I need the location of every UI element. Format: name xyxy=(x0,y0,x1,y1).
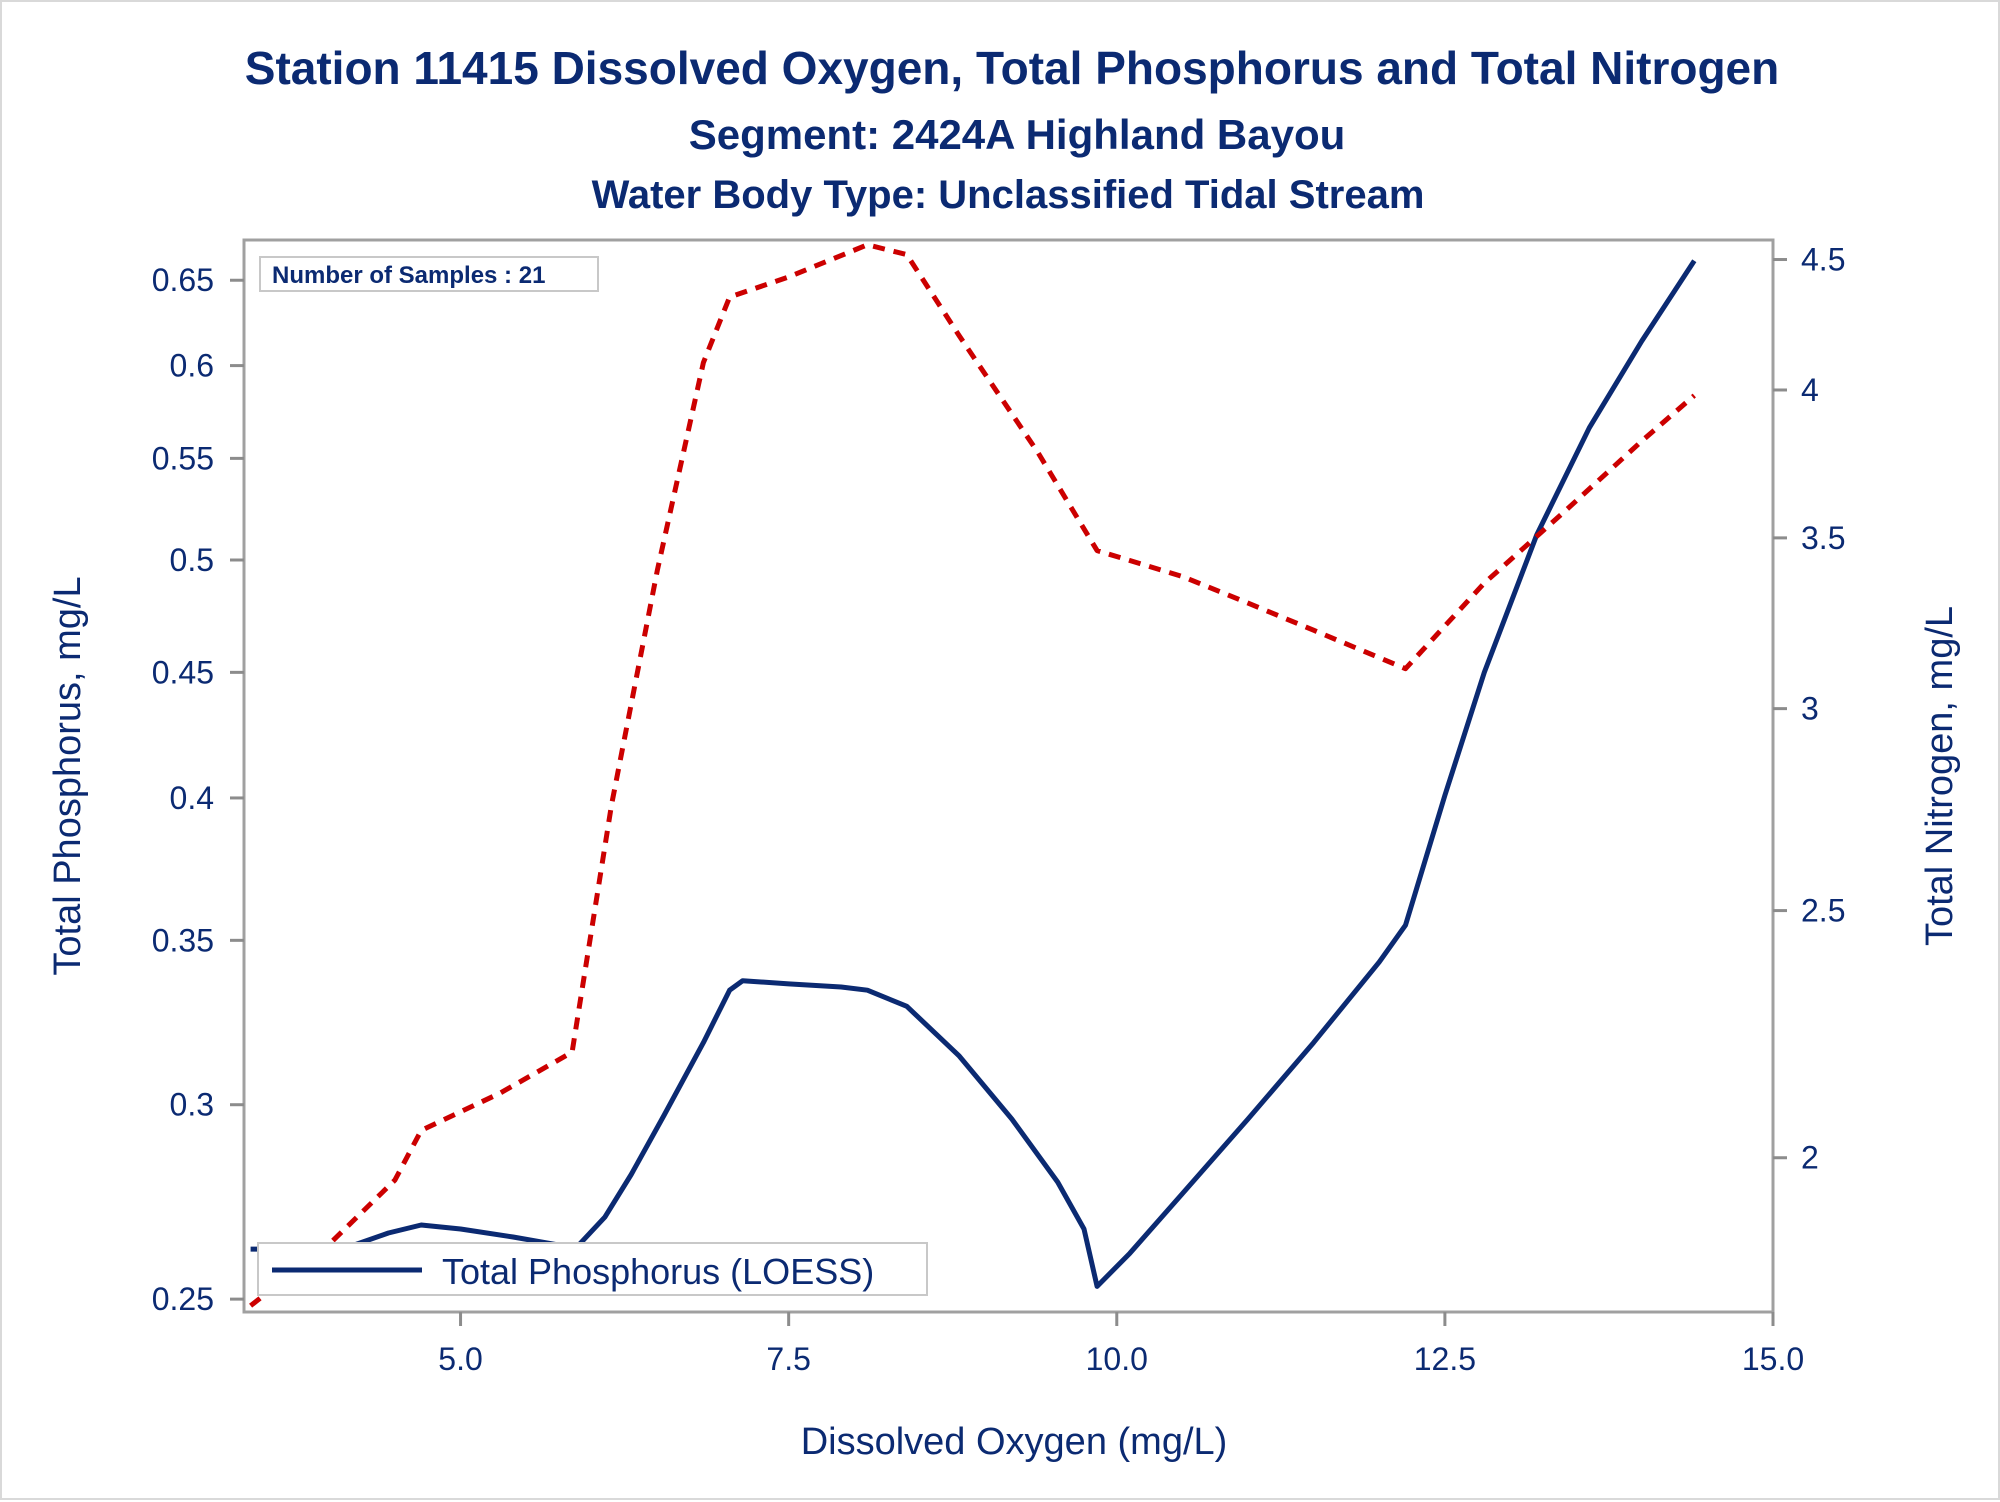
series-line-total-phosphorus xyxy=(250,259,1697,1289)
y-left-tick-label: 0.65 xyxy=(152,262,214,298)
x-tick-label: 10.0 xyxy=(1086,1341,1148,1377)
y-axis-left-label: Total Phosphorus, mg/L xyxy=(47,576,89,975)
x-tick-label: 7.5 xyxy=(766,1341,810,1377)
y-left-tick-label: 0.35 xyxy=(152,922,214,958)
chart-title: Station 11415 Dissolved Oxygen, Total Ph… xyxy=(245,42,1779,94)
chart-subtitle: Segment: 2424A Highland Bayou xyxy=(689,111,1346,158)
y-left-tick-label: 0.5 xyxy=(170,542,214,578)
series-layer xyxy=(249,242,1697,1308)
y-right-tick-label: 2.5 xyxy=(1801,893,1845,929)
x-tick-label: 5.0 xyxy=(438,1341,482,1377)
y-left-tick-label: 0.3 xyxy=(170,1087,214,1123)
y-left-tick-label: 0.45 xyxy=(152,654,214,690)
x-tick-label: 15.0 xyxy=(1742,1341,1804,1377)
x-axis: 5.0 7.5 10.0 12.5 15.0 xyxy=(438,1312,1804,1377)
sample-count-box: Number of Samples : 21 xyxy=(259,256,599,292)
y-left-tick-label: 0.55 xyxy=(152,440,214,476)
y-left-tick-label: 0.25 xyxy=(152,1281,214,1317)
x-axis-label: Dissolved Oxygen (mg/L) xyxy=(801,1421,1228,1463)
y-axis-left: 0.25 0.3 0.35 0.4 0.45 0.5 0.55 0.6 0.65 xyxy=(152,262,244,1317)
y-axis-right-label: Total Nitrogen, mg/L xyxy=(1919,606,1961,946)
y-axis-right: 2 2.5 3 3.5 4 4.5 xyxy=(1773,242,1845,1176)
y-right-tick-label: 4 xyxy=(1801,372,1819,408)
series-line-total-nitrogen xyxy=(249,242,1696,1308)
y-left-tick-label: 0.4 xyxy=(170,780,214,816)
y-right-tick-label: 3.5 xyxy=(1801,520,1845,556)
y-right-tick-label: 3 xyxy=(1801,691,1819,727)
legend: Total Phosphorus (LOESS) xyxy=(257,1242,928,1296)
y-right-tick-label: 4.5 xyxy=(1801,242,1845,278)
chart-subtitle-2: Water Body Type: Unclassified Tidal Stre… xyxy=(592,173,1425,217)
y-right-tick-label: 2 xyxy=(1801,1140,1819,1176)
x-tick-label: 12.5 xyxy=(1414,1341,1476,1377)
sample-count-text: Number of Samples : 21 xyxy=(272,262,545,289)
y-left-tick-label: 0.6 xyxy=(170,348,214,384)
legend-label: Total Phosphorus (LOESS) xyxy=(442,1251,874,1292)
plot-area xyxy=(242,238,1775,1314)
